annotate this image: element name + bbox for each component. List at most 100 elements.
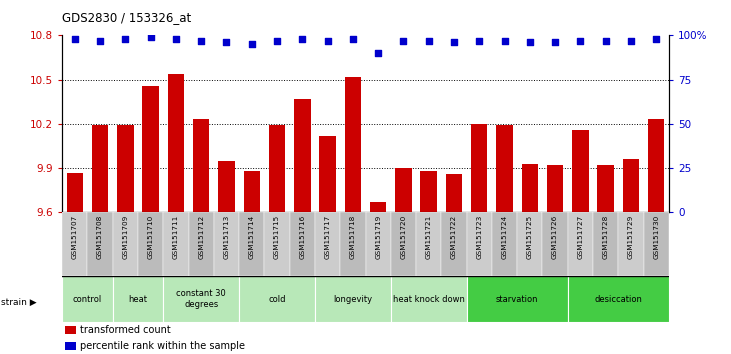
- Bar: [597, 165, 614, 212]
- Bar: [167, 74, 184, 212]
- Bar: [62, 212, 88, 276]
- Point: [499, 38, 510, 44]
- Text: GSM151726: GSM151726: [552, 214, 558, 258]
- Bar: [466, 276, 568, 322]
- Text: control: control: [73, 295, 102, 304]
- Bar: [471, 124, 488, 212]
- Text: heat: heat: [129, 295, 148, 304]
- Point: [625, 38, 637, 44]
- Bar: [344, 77, 361, 212]
- Bar: [113, 276, 163, 322]
- Text: GSM151717: GSM151717: [325, 214, 330, 258]
- Bar: [113, 212, 138, 276]
- Point: [145, 34, 156, 40]
- Text: desiccation: desiccation: [594, 295, 643, 304]
- Text: GSM151728: GSM151728: [602, 214, 609, 258]
- Bar: [138, 212, 163, 276]
- Bar: [239, 212, 265, 276]
- Point: [549, 40, 561, 45]
- Point: [69, 36, 80, 42]
- Text: GDS2830 / 153326_at: GDS2830 / 153326_at: [62, 11, 192, 24]
- Text: GSM151709: GSM151709: [122, 214, 129, 258]
- Bar: [547, 165, 564, 212]
- Text: strain ▶: strain ▶: [1, 298, 37, 307]
- Point: [575, 38, 586, 44]
- Bar: [416, 212, 442, 276]
- Point: [271, 38, 283, 44]
- Bar: [117, 125, 134, 212]
- Bar: [643, 212, 669, 276]
- Text: GSM151718: GSM151718: [350, 214, 356, 258]
- Bar: [189, 212, 213, 276]
- Text: GSM151729: GSM151729: [628, 214, 634, 258]
- Text: GSM151722: GSM151722: [451, 214, 457, 258]
- Text: GSM151711: GSM151711: [173, 214, 179, 258]
- Point: [448, 40, 460, 45]
- Text: GSM151715: GSM151715: [274, 214, 280, 258]
- Point: [322, 38, 333, 44]
- Point: [94, 38, 106, 44]
- Bar: [65, 326, 76, 334]
- Text: GSM151724: GSM151724: [501, 214, 507, 258]
- Point: [524, 40, 536, 45]
- Text: transformed count: transformed count: [80, 325, 171, 335]
- Bar: [143, 86, 159, 212]
- Bar: [366, 212, 391, 276]
- Point: [246, 41, 257, 47]
- Bar: [243, 171, 260, 212]
- Bar: [496, 125, 512, 212]
- Bar: [420, 171, 437, 212]
- Bar: [289, 212, 315, 276]
- Bar: [65, 342, 76, 350]
- Bar: [163, 212, 189, 276]
- Text: percentile rank within the sample: percentile rank within the sample: [80, 341, 246, 351]
- Bar: [618, 212, 643, 276]
- Bar: [395, 168, 412, 212]
- Bar: [62, 276, 113, 322]
- Bar: [568, 212, 593, 276]
- Bar: [92, 125, 108, 212]
- Bar: [572, 130, 588, 212]
- Point: [398, 38, 409, 44]
- Text: constant 30
degrees: constant 30 degrees: [176, 290, 226, 309]
- Text: longevity: longevity: [333, 295, 372, 304]
- Bar: [67, 173, 83, 212]
- Bar: [466, 212, 492, 276]
- Text: GSM151719: GSM151719: [375, 214, 381, 258]
- Text: GSM151730: GSM151730: [654, 214, 659, 258]
- Bar: [370, 202, 387, 212]
- Bar: [88, 212, 113, 276]
- Point: [600, 38, 612, 44]
- Text: GSM151714: GSM151714: [249, 214, 254, 258]
- Bar: [442, 212, 466, 276]
- Point: [195, 38, 207, 44]
- Text: GSM151725: GSM151725: [527, 214, 533, 258]
- Bar: [446, 174, 462, 212]
- Point: [297, 36, 308, 42]
- Point: [347, 36, 359, 42]
- Text: GSM151710: GSM151710: [148, 214, 154, 258]
- Text: starvation: starvation: [496, 295, 539, 304]
- Bar: [492, 212, 518, 276]
- Bar: [294, 99, 311, 212]
- Point: [423, 38, 434, 44]
- Point: [372, 50, 384, 56]
- Text: GSM151712: GSM151712: [198, 214, 204, 258]
- Text: GSM151727: GSM151727: [577, 214, 583, 258]
- Text: cold: cold: [268, 295, 286, 304]
- Bar: [163, 276, 239, 322]
- Point: [119, 36, 131, 42]
- Bar: [319, 136, 336, 212]
- Bar: [219, 161, 235, 212]
- Point: [221, 40, 232, 45]
- Bar: [518, 212, 542, 276]
- Bar: [269, 125, 285, 212]
- Text: heat knock down: heat knock down: [393, 295, 465, 304]
- Point: [170, 36, 182, 42]
- Bar: [568, 276, 669, 322]
- Bar: [623, 159, 639, 212]
- Bar: [340, 212, 366, 276]
- Text: GSM151707: GSM151707: [72, 214, 77, 258]
- Text: GSM151716: GSM151716: [299, 214, 306, 258]
- Point: [651, 36, 662, 42]
